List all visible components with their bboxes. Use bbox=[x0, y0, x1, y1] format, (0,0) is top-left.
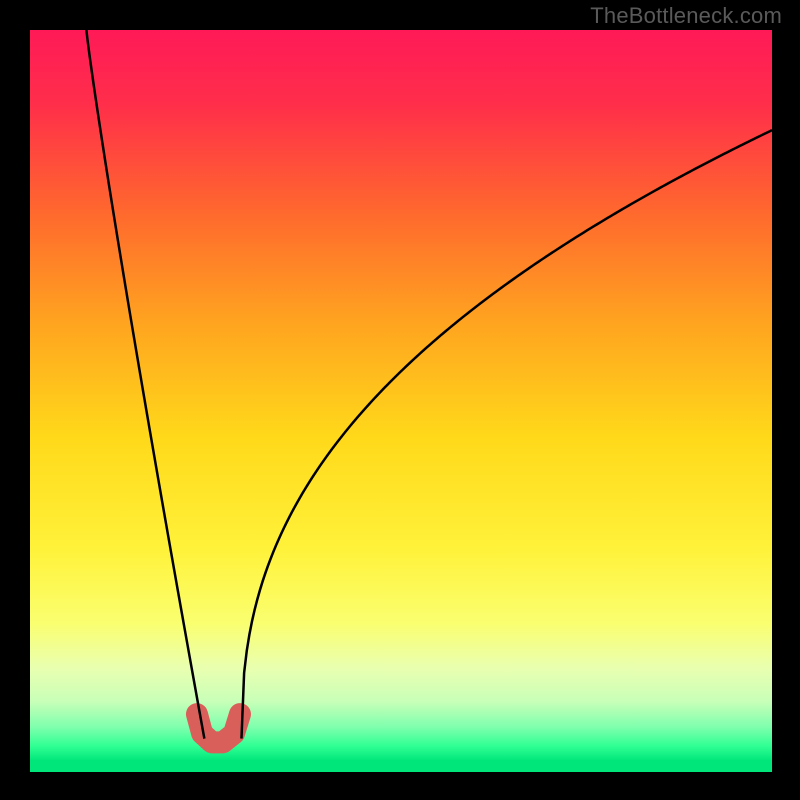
chart-container: TheBottleneck.com bbox=[0, 0, 800, 800]
plot-area bbox=[30, 30, 772, 772]
watermark-text: TheBottleneck.com bbox=[590, 3, 782, 29]
valley-right-branch bbox=[241, 130, 772, 738]
curve-layer bbox=[30, 30, 772, 772]
valley-left-branch bbox=[86, 30, 204, 739]
